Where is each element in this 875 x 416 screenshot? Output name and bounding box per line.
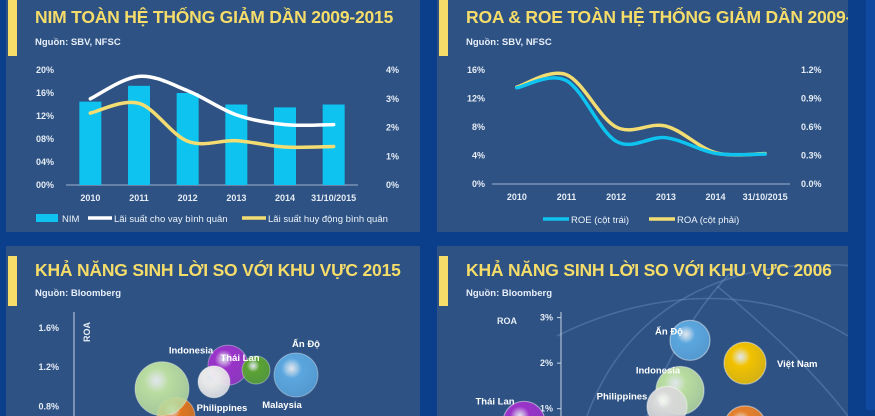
x-axis-tick: 2010 (507, 192, 527, 202)
bubble-label: Thái Lan (220, 353, 259, 364)
left-axis-tick: 12% (36, 111, 54, 121)
left-axis-tick: 04% (36, 157, 54, 167)
right-axis-tick: 1.2% (801, 65, 822, 75)
y-axis-tick: 3% (540, 313, 553, 323)
bubble-label: Indonesia (169, 346, 214, 357)
y-axis-tick: 1% (540, 404, 553, 414)
panel-nim: NIM TOÀN HỆ THỐNG GIẢM DẦN 2009-2015 Ngu… (6, 0, 420, 232)
bubble-việt-nam (723, 341, 767, 385)
bubble-label: Philippines (197, 403, 248, 414)
left-axis-tick: 16% (36, 88, 54, 98)
x-axis-tick: 2011 (129, 193, 149, 203)
bubble-ấn-độ (669, 319, 711, 361)
x-axis-tick: 2013 (656, 192, 676, 202)
x-axis-tick: 2011 (557, 192, 577, 202)
nim-bar (128, 85, 150, 185)
y-axis-tick: 1.6% (38, 323, 59, 333)
right-edge-strip (866, 0, 875, 410)
accent-bar (439, 0, 448, 56)
left-axis-tick: 8% (472, 122, 485, 132)
x-axis-tick: 31/10/2015 (311, 193, 356, 203)
nim-chart: 00% 04% 08% 12% 16% 20% 0% 1% 2% 3% 4% 2010 2011 2012… (36, 65, 399, 225)
right-axis-tick: 0.9% (801, 94, 822, 104)
accent-bar (8, 0, 17, 56)
roa-roe-chart: 0% 4% 8% 12% 16% 0.0% 0.3% 0.6% 0.9% 1.2% 2010 2011… (467, 65, 822, 226)
legend-label-roa: ROA (cột phải) (677, 215, 739, 226)
bubble-label: Việt Nam (777, 359, 817, 370)
accent-bar (439, 256, 448, 306)
y-axis-tick: 1.2% (38, 362, 59, 372)
region-2006-chart: 1% 2% 3% ROA Ấn Độ Việt Nam Indonesia Philippin… (475, 312, 817, 416)
globe-arc (556, 297, 848, 337)
y-axis-label: ROA (497, 316, 518, 326)
right-axis-tick: 0.0% (801, 179, 822, 189)
left-axis-tick: 16% (467, 65, 485, 75)
bubble-label: Malaysia (262, 400, 302, 411)
right-axis-tick: 0.3% (801, 151, 822, 161)
left-axis-tick: 4% (472, 151, 485, 161)
nim-bar (176, 93, 199, 185)
x-axis-tick: 2010 (80, 193, 100, 203)
panel-source: Nguồn: Bloomberg (466, 288, 553, 299)
legend-label-roe: ROE (cột trái) (571, 215, 629, 226)
panel-roa-roe: ROA & ROE TOÀN HỆ THỐNG GIẢM DẦN 2009-20… (437, 0, 848, 232)
y-axis-tick: 0.8% (38, 401, 59, 411)
left-axis-tick: 0% (472, 179, 485, 189)
y-axis-label: ROA (82, 322, 92, 343)
panel-region-2006: KHẢ NĂNG SINH LỜI SO VỚI KHU VỰC 2006 Ng… (437, 246, 848, 416)
x-axis-tick: 2014 (275, 193, 295, 203)
x-axis-tick: 31/10/2015 (743, 192, 788, 202)
right-axis-tick: 2% (386, 123, 399, 133)
panel-title: KHẢ NĂNG SINH LỜI SO VỚI KHU VỰC 2015 (35, 260, 401, 280)
panel-title: ROA & ROE TOÀN HỆ THỐNG GIẢM DẦN 2009-20… (466, 7, 848, 27)
y-axis-tick: 2% (540, 358, 553, 368)
nim-bar (225, 104, 248, 185)
legend-swatch-nim (36, 214, 58, 222)
panel-source: Nguồn: SBV, NFSC (35, 37, 121, 48)
line-series-roe (515, 76, 767, 157)
bubble-trung-quốc (726, 405, 764, 416)
bubble-label: Ấn Độ (655, 326, 683, 337)
panel-source: Nguồn: SBV, NFSC (466, 37, 552, 48)
line-series-1 (88, 74, 336, 128)
legend-label-nim: NIM (62, 214, 80, 225)
panel-title: KHẢ NĂNG SINH LỜI SO VỚI KHU VỰC 2006 (466, 260, 832, 280)
panel-title: NIM TOÀN HỆ THỐNG GIẢM DẦN 2009-2015 (35, 7, 394, 27)
bubble-philippines (646, 385, 688, 416)
bubble-label: Ấn Độ (292, 339, 320, 350)
globe-arc (586, 264, 848, 416)
nim-bar (79, 101, 102, 185)
panel-source: Nguồn: Bloomberg (35, 288, 122, 299)
bubble-ấn-độ (273, 352, 319, 398)
right-axis-tick: 0.6% (801, 122, 822, 132)
x-axis-tick: 2012 (606, 192, 626, 202)
left-axis-tick: 08% (36, 134, 54, 144)
left-axis-tick: 00% (36, 180, 54, 190)
globe-arc (716, 285, 848, 416)
x-axis-tick: 2012 (178, 193, 198, 203)
accent-bar (8, 256, 17, 306)
legend-label-lending: Lãi suất cho vay bình quân (114, 214, 228, 225)
right-axis-tick: 3% (386, 94, 399, 104)
right-axis-tick: 0% (386, 180, 399, 190)
left-axis-tick: 20% (36, 65, 54, 75)
left-axis-tick: 12% (467, 94, 485, 104)
bubble-label: Thái Lan (475, 396, 514, 407)
x-axis-tick: 2014 (705, 192, 725, 202)
panel-region-2015: KHẢ NĂNG SINH LỜI SO VỚI KHU VỰC 2015 Ng… (6, 246, 420, 416)
line-series-2 (88, 100, 336, 150)
bubble-indonesia (134, 361, 190, 416)
bubble-label: Indonesia (636, 365, 681, 376)
legend-label-deposit: Lãi suất huy động bình quân (268, 214, 388, 225)
x-axis-tick: 2013 (226, 193, 246, 203)
bubble-malaysia (241, 355, 271, 385)
right-axis-tick: 4% (386, 65, 399, 75)
right-axis-tick: 1% (386, 151, 399, 161)
bubble-philippines (197, 365, 231, 399)
region-2015-chart: 0.8% 1.2% 1.6% ROA Thái Lan Indonesia Philippi… (38, 312, 320, 416)
bubble-label: Philippines (597, 391, 648, 402)
